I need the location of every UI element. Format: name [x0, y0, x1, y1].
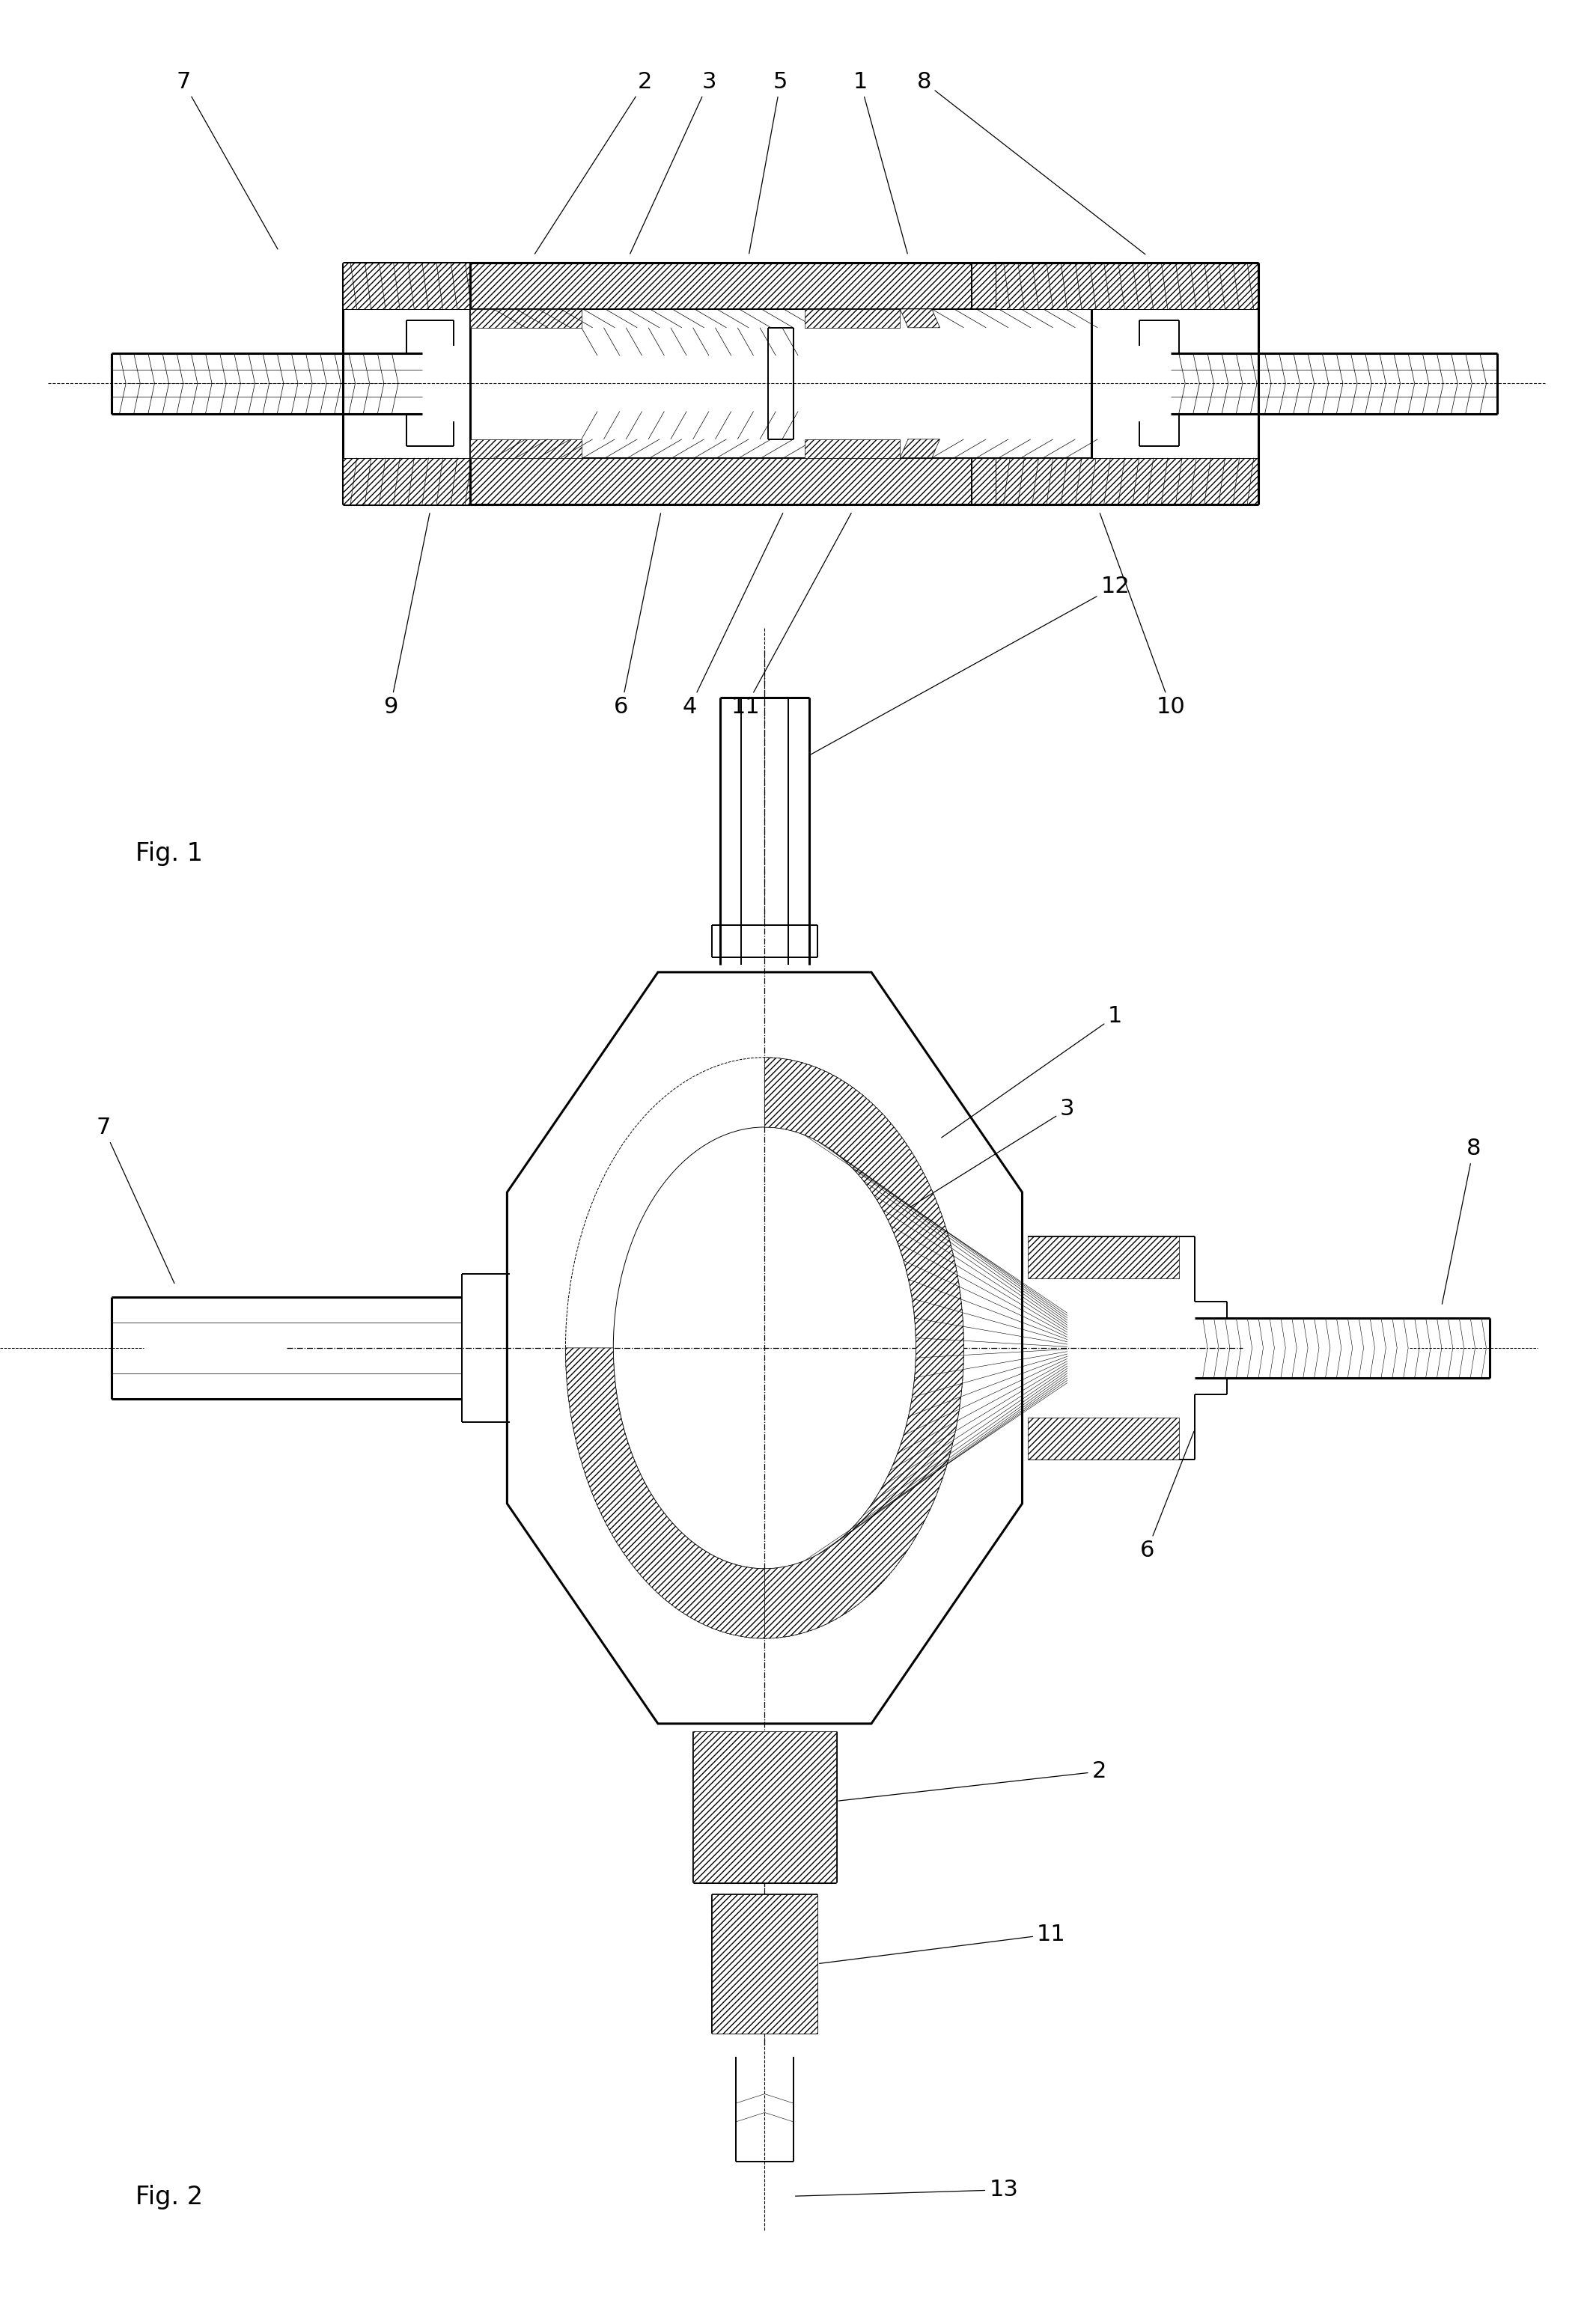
Text: 3: 3 [910, 1099, 1075, 1208]
Text: 11: 11 [819, 1924, 1066, 1964]
Polygon shape [1027, 1236, 1179, 1278]
Text: Fig. 2: Fig. 2 [135, 2185, 202, 2210]
Polygon shape [470, 263, 1091, 309]
Text: 12: 12 [811, 576, 1129, 755]
Text: 6: 6 [1139, 1432, 1195, 1562]
Polygon shape [342, 458, 597, 504]
Text: 6: 6 [613, 514, 661, 718]
Text: 13: 13 [795, 2180, 1018, 2201]
Text: 8: 8 [916, 72, 1145, 253]
Text: Fig. 1: Fig. 1 [135, 841, 202, 867]
Polygon shape [566, 1348, 765, 1638]
Polygon shape [470, 439, 581, 458]
Polygon shape [712, 1894, 817, 2034]
Polygon shape [900, 309, 940, 328]
Text: 10: 10 [1099, 514, 1185, 718]
Polygon shape [804, 439, 900, 458]
Polygon shape [693, 1731, 836, 1882]
Text: 11: 11 [731, 514, 851, 718]
Text: 1: 1 [852, 72, 908, 253]
Text: 7: 7 [175, 72, 277, 249]
Polygon shape [900, 439, 940, 458]
Polygon shape [507, 971, 1023, 1724]
Polygon shape [996, 263, 1258, 309]
Polygon shape [804, 309, 900, 328]
Text: 3: 3 [631, 72, 717, 253]
Polygon shape [765, 1057, 964, 1638]
Text: 4: 4 [682, 514, 782, 718]
Text: 8: 8 [1442, 1139, 1481, 1304]
Text: 9: 9 [382, 514, 430, 718]
Text: 2: 2 [838, 1762, 1107, 1801]
Polygon shape [996, 458, 1258, 504]
Polygon shape [1027, 1418, 1179, 1459]
Text: 2: 2 [535, 72, 653, 253]
Polygon shape [342, 263, 597, 309]
Text: 5: 5 [749, 72, 789, 253]
Polygon shape [470, 309, 581, 328]
Polygon shape [470, 458, 1091, 504]
Text: 1: 1 [941, 1006, 1123, 1136]
Text: 7: 7 [96, 1118, 174, 1283]
